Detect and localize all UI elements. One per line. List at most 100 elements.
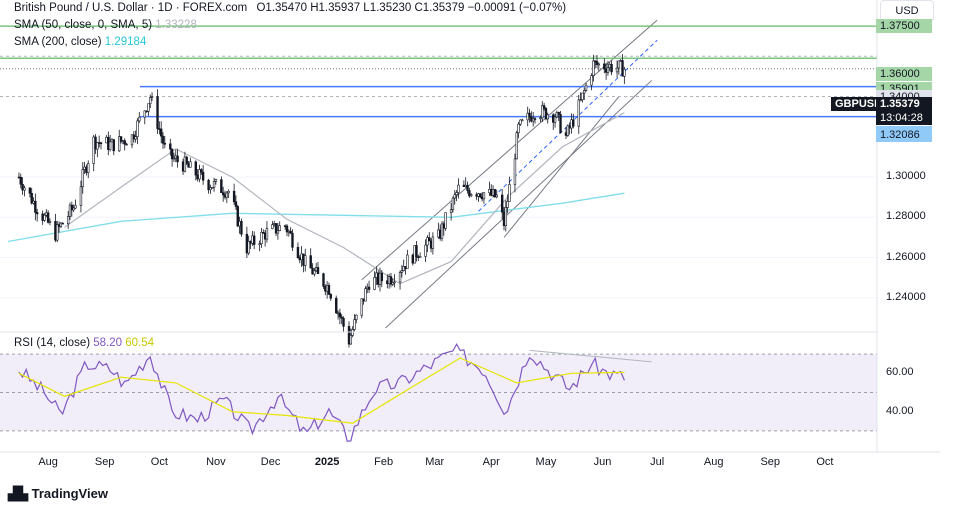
candle-body [289, 230, 292, 234]
candle-body [108, 141, 112, 150]
candle [189, 157, 192, 168]
candle-body [119, 136, 123, 142]
candle-body [61, 222, 64, 225]
candle-body [309, 255, 312, 269]
time-tick-label: Mar [425, 456, 445, 468]
candle-body [278, 225, 281, 232]
candle-body [360, 298, 363, 316]
candle-body [271, 224, 274, 229]
open-value: 1.35470 [265, 2, 307, 14]
candle [528, 108, 531, 123]
candle-body [240, 221, 243, 235]
time-tick-label: Feb [374, 456, 394, 468]
candle-body [21, 184, 24, 191]
candle-body [30, 193, 33, 204]
time-tick-label: Aug [38, 456, 58, 468]
candle-body [112, 139, 115, 152]
candle-body [276, 230, 280, 234]
candle-body [172, 157, 176, 160]
candle [327, 282, 331, 296]
sma50-legend[interactable]: SMA (50, close, 0, SMA, 5) 1.33228 [14, 19, 197, 31]
channel-lower [385, 80, 653, 329]
candle-body [48, 221, 52, 223]
candle [21, 177, 24, 195]
candle-body [521, 119, 524, 122]
candle [258, 240, 261, 252]
tradingview-logo: ▟▙ TradingView [8, 486, 108, 502]
candle [56, 220, 59, 243]
candle-body [163, 142, 167, 145]
sma200-legend[interactable]: SMA (200, close) 1.29184 [14, 36, 146, 48]
candle [43, 213, 46, 222]
candle-body [183, 156, 187, 172]
rsi-trendline [529, 349, 652, 363]
candle-body [304, 255, 307, 266]
candle-body [150, 96, 154, 98]
candle [610, 60, 613, 76]
candle-body [252, 235, 256, 245]
candle [364, 286, 367, 302]
candle [125, 142, 128, 146]
candle-body [623, 68, 626, 77]
candle-body [285, 225, 289, 233]
candle [212, 177, 216, 192]
candle-body [34, 200, 37, 213]
candle [418, 252, 422, 258]
candle [391, 278, 394, 287]
candle-body [185, 156, 188, 164]
candle-body [156, 96, 159, 129]
candle-body [468, 190, 471, 197]
candle [355, 314, 358, 324]
candle-body [149, 97, 152, 105]
candle-body [380, 272, 384, 282]
candle-body [539, 117, 542, 120]
candle [276, 222, 280, 240]
candle [220, 176, 223, 193]
candle [592, 54, 595, 82]
candle-body [393, 281, 396, 284]
candle [149, 94, 152, 109]
candle [147, 103, 150, 117]
candle-body [493, 189, 497, 198]
candle-body [373, 277, 376, 290]
candle [515, 130, 518, 160]
candle-body [415, 245, 418, 257]
candle [513, 153, 517, 193]
candle-body [449, 209, 453, 213]
candle-body [232, 190, 236, 203]
candle [200, 168, 203, 175]
candle [296, 242, 300, 259]
candle-body [517, 123, 520, 134]
time-tick-label: Sep [94, 456, 115, 468]
candle [360, 298, 363, 319]
candle [444, 212, 447, 231]
candle-body [541, 105, 544, 119]
candle [415, 240, 418, 262]
candle [271, 221, 274, 230]
rsi-legend[interactable]: RSI (14, close) 58.20 60.54 [14, 337, 154, 349]
candle-body [595, 61, 599, 66]
candle-body [247, 241, 250, 254]
candle [353, 314, 356, 332]
candle-body [428, 237, 431, 242]
candle [380, 270, 384, 288]
candle [81, 162, 84, 194]
candle-body [338, 312, 342, 318]
candle [617, 60, 621, 75]
rsi-line [18, 342, 625, 442]
candle-body [138, 116, 141, 122]
candle [118, 129, 121, 153]
level-label: 1.32086 [876, 128, 932, 143]
candle [479, 193, 482, 199]
candle [209, 184, 212, 194]
candle-body [211, 186, 214, 189]
candle-body [342, 317, 345, 327]
candle [449, 203, 453, 221]
candle [533, 116, 537, 124]
candle-body [367, 286, 371, 290]
candle-body [170, 148, 174, 160]
candle-body [134, 136, 137, 140]
sma200-label: SMA (200, close) [14, 36, 102, 48]
rsi-ma-value: 60.54 [125, 337, 155, 349]
